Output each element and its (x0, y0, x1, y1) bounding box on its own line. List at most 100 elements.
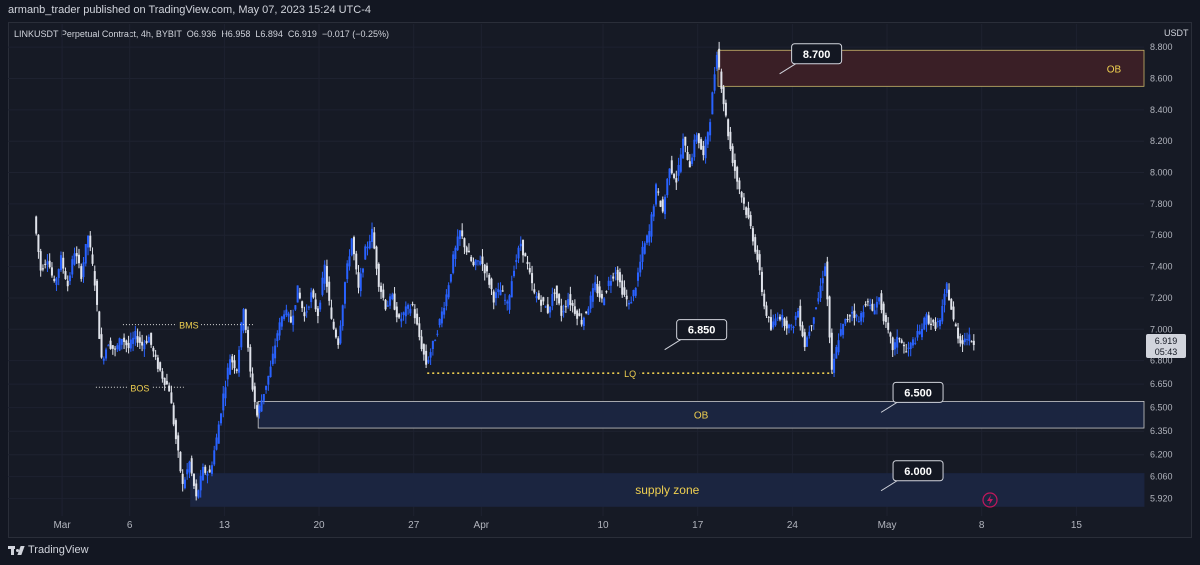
candle-body (636, 272, 639, 281)
candle-body (920, 328, 923, 338)
candle-body (808, 331, 811, 336)
candle-body (754, 237, 757, 252)
candle-body (551, 294, 554, 306)
candle-body (862, 311, 865, 318)
candle-body (609, 281, 612, 286)
candle-body (368, 241, 371, 249)
candle-body (269, 366, 272, 377)
candle-body (677, 164, 680, 176)
candle-body (240, 322, 243, 348)
candle-body (303, 312, 306, 317)
candle-body (247, 330, 250, 348)
candle-body (420, 336, 423, 349)
candle-body (57, 269, 60, 278)
callout-box (791, 43, 843, 65)
candle-body (837, 340, 840, 353)
candle-body (452, 254, 455, 273)
candle-body (851, 311, 854, 314)
candle-body (824, 266, 827, 276)
candle-body (576, 310, 579, 319)
candle-body (589, 295, 592, 309)
candle-body (145, 340, 148, 344)
candle-body (918, 331, 921, 335)
candle-body (882, 303, 885, 322)
candle-body (359, 273, 362, 292)
candle-body (55, 278, 58, 285)
candle-body (695, 135, 698, 142)
candle-body (684, 136, 687, 146)
candle-body (598, 286, 601, 298)
candle-body (941, 306, 944, 322)
callout-box (892, 460, 944, 482)
chart-canvas[interactable]: OB OB supply zone BMS BOS LQ 8.700 6.850 6.500 6.… (0, 0, 1200, 538)
tradingview-logo[interactable]: TradingView (8, 544, 89, 556)
candle-body (614, 272, 617, 274)
candle-body (724, 102, 727, 116)
bottom-bar: TradingView (0, 538, 1200, 565)
candle-body (377, 263, 380, 287)
candle-body (936, 320, 939, 323)
candle-body (251, 373, 254, 390)
candle-body (713, 74, 716, 91)
candle-body (632, 289, 635, 297)
candle-body (504, 299, 506, 301)
candle-body (105, 349, 108, 359)
candle-body (758, 254, 761, 271)
y-tick-label: 6.060 (1150, 472, 1173, 482)
candle-body (314, 299, 317, 310)
candle-body (560, 305, 563, 316)
y-tick-label: 8.200 (1150, 136, 1173, 146)
candle-body (709, 122, 712, 136)
candle-body (438, 319, 441, 326)
candle-body (578, 313, 581, 316)
candle-body (312, 290, 315, 298)
candle-body (235, 369, 238, 371)
callout-text: 8.700 (803, 49, 831, 61)
level-label: LQ (624, 369, 636, 379)
candle-body (508, 295, 511, 310)
candle-body (404, 306, 407, 317)
candle-body (188, 461, 191, 473)
candle-body (382, 289, 385, 298)
candle-body (362, 268, 364, 273)
candle-body (120, 338, 123, 345)
candle-body (927, 315, 930, 324)
candle-body (900, 340, 903, 343)
candle-body (585, 311, 588, 314)
candle-body (702, 145, 705, 156)
candle-body (747, 207, 750, 218)
candle-body (343, 282, 346, 304)
candle-body (355, 253, 358, 270)
candle-body (497, 289, 500, 293)
candle-body (170, 392, 173, 404)
y-tick-label: 8.000 (1150, 168, 1173, 178)
candle-body (833, 358, 836, 373)
y-tick-label: 6.800 (1150, 356, 1173, 366)
candle-body (499, 290, 502, 296)
x-tick-label: 13 (219, 520, 231, 531)
candle-body (407, 304, 410, 309)
candle-body (866, 301, 869, 303)
candle-body (540, 299, 543, 306)
candle-body (147, 336, 150, 343)
candle-body (296, 285, 299, 303)
candle-body (860, 313, 863, 322)
candle-body (855, 315, 858, 317)
candle-body (285, 309, 288, 316)
candle-body (400, 318, 403, 322)
candle-body (573, 306, 576, 314)
candle-body (348, 256, 351, 267)
candle-body (409, 308, 412, 314)
candle-body (386, 305, 389, 307)
candle-body (799, 305, 802, 327)
candle-body (907, 347, 910, 349)
callout-text: 6.500 (904, 387, 932, 399)
chart-panel[interactable] (8, 22, 1192, 538)
candle-body (39, 251, 42, 271)
candle-body (562, 310, 565, 313)
candle-body (425, 350, 428, 365)
candle-body (553, 292, 556, 294)
lightning-icon (982, 492, 998, 508)
candle-body (731, 146, 734, 163)
x-tick-label: 17 (692, 520, 704, 531)
